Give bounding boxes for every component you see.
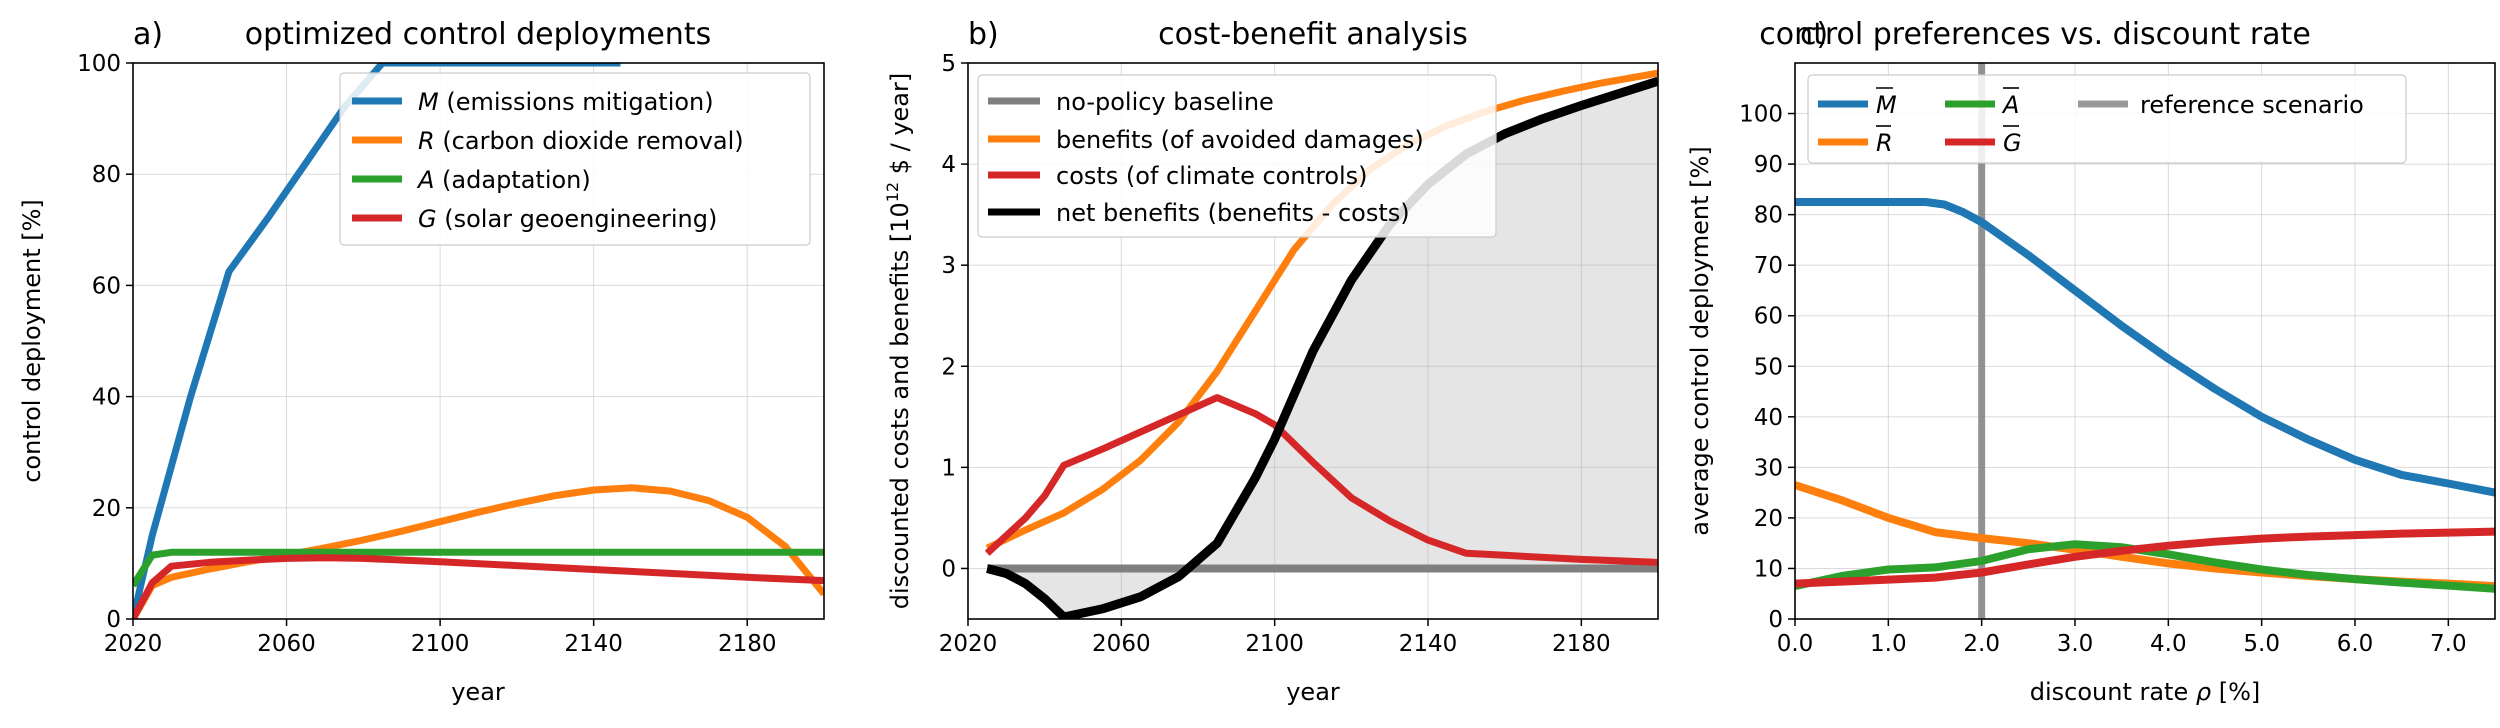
panel-c-lines [1795, 198, 2495, 593]
y-tick-label: 2 [941, 354, 956, 380]
panel-a-legend-box [339, 72, 811, 246]
panel-b-ticks: 2020 2060 2100 2140 2180 0 1 2 3 4 5 [939, 51, 1611, 657]
y-tick-label: 1 [941, 455, 956, 481]
panel-a-label: a) [133, 17, 163, 52]
y-tick-label: 80 [92, 162, 121, 188]
panel-c-title: control preferences vs. discount rate [1759, 17, 2311, 52]
x-tick-label: 2180 [1552, 631, 1611, 657]
x-tick-label: 6.0 [2337, 631, 2374, 657]
x-tick-label: 2180 [718, 631, 777, 657]
y-tick-label: 70 [1754, 253, 1783, 279]
panel-b-xlabel: year [1286, 678, 1340, 706]
x-tick-label: 2100 [1245, 631, 1304, 657]
panel-b-legend: no-policy baseline benefits (of avoided … [977, 74, 1497, 238]
y-tick-label: 0 [106, 607, 121, 633]
y-tick-label: 0 [941, 556, 956, 582]
legend-entry-baseline: no-policy baseline [1056, 88, 1274, 116]
x-tick-label: 0.0 [1777, 631, 1814, 657]
x-tick-label: 7.0 [2430, 631, 2467, 657]
x-tick-label: 2060 [257, 631, 316, 657]
panel-c-ylabel: average control deployment [%] [1686, 146, 1714, 535]
y-tick-label: 50 [1754, 354, 1783, 380]
x-tick-label: 5.0 [2243, 631, 2280, 657]
panel-a: 2020 2060 2100 2140 2180 0 20 40 60 80 100 a) opti… [18, 17, 825, 706]
legend-entry-net: net benefits (benefits - costs) [1056, 199, 1410, 227]
panel-c: 0.0 1.0 2.0 3.0 4.0 5.0 6.0 7.0 0 10 20 30 40 50 60 70 8… [1686, 17, 2496, 706]
series-line-net [986, 76, 1658, 619]
y-tick-label: 20 [1754, 506, 1783, 532]
panel-a-xlabel: year [451, 678, 505, 706]
y-tick-label: 100 [1739, 102, 1783, 128]
x-tick-label: 1.0 [1870, 631, 1907, 657]
x-tick-label: 2.0 [1963, 631, 2000, 657]
y-tick-label: 60 [92, 273, 121, 299]
legend-entry-G: G (solar geoengineering) [418, 205, 717, 233]
x-tick-label: 2140 [564, 631, 623, 657]
x-tick-label: 2020 [939, 631, 998, 657]
y-tick-label: 90 [1754, 152, 1783, 178]
x-tick-label: 3.0 [2057, 631, 2094, 657]
y-tick-label: 20 [92, 496, 121, 522]
legend-entry-M-bar: M [1876, 91, 1897, 119]
legend-entry-G-bar: G [2003, 129, 2022, 157]
y-tick-label: 60 [1754, 304, 1783, 330]
panel-c-label: c) [1800, 17, 1828, 52]
x-tick-label: 2020 [104, 631, 163, 657]
legend-entry-M: M (emissions mitigation) [418, 88, 714, 116]
x-tick-label: 2100 [411, 631, 470, 657]
panel-b-ylabel: discounted costs and benefits [1012 $ / … [883, 73, 914, 610]
panel-a-lines [133, 63, 824, 619]
y-tick-label: 40 [1754, 405, 1783, 431]
panel-a-axes-frame [132, 62, 825, 620]
legend-entry-R-bar: R [1876, 129, 1893, 157]
panel-c-xlabel: discount rate ρ [%] [2030, 678, 2261, 706]
panel-c-axes-frame [1794, 62, 2496, 620]
legend-entry-A: A (adaptation) [416, 166, 591, 194]
series-line-G [133, 554, 824, 619]
panel-c-legend: M R A G reference scenario [1807, 74, 2407, 164]
series-line-M [133, 63, 621, 619]
y-tick-label: 80 [1754, 203, 1783, 229]
panel-a-legend: M (emissions mitigation) R (carbon dioxi… [339, 72, 811, 246]
y-tick-label: 3 [941, 253, 956, 279]
series-line-A [133, 548, 824, 588]
y-tick-label: 100 [77, 51, 121, 77]
panel-b-axes-frame [967, 62, 1659, 620]
panel-a-ylabel: control deployment [%] [18, 199, 46, 483]
series-line-costs [984, 394, 1658, 566]
panel-b-label: b) [968, 17, 999, 52]
panel-b-title: cost-benefit analysis [1158, 17, 1468, 52]
y-tick-label: 4 [941, 152, 956, 178]
panel-a-ticks: 2020 2060 2100 2140 2180 0 20 40 60 80 100 [77, 51, 776, 657]
legend-entry-benefits: benefits (of avoided damages) [1056, 126, 1424, 154]
x-tick-label: 2060 [1092, 631, 1151, 657]
y-tick-label: 0 [1768, 607, 1783, 633]
legend-entry-reference: reference scenario [2140, 91, 2364, 119]
panel-a-title: optimized control deployments [245, 17, 711, 52]
series-line-R [133, 484, 824, 619]
x-tick-label: 2140 [1399, 631, 1458, 657]
legend-entry-costs: costs (of climate controls) [1056, 162, 1368, 190]
legend-entry-A-bar: A [2001, 91, 2019, 119]
series-line-G-bar [1795, 527, 2495, 588]
y-tick-label: 30 [1754, 455, 1783, 481]
x-tick-label: 4.0 [2150, 631, 2187, 657]
y-tick-label: 10 [1754, 556, 1783, 582]
panel-c-ticks: 0.0 1.0 2.0 3.0 4.0 5.0 6.0 7.0 0 10 20 30 40 50 60 70 8… [1739, 102, 2467, 657]
panel-b-legend-box [977, 74, 1497, 238]
y-tick-label: 5 [941, 51, 956, 77]
panel-c-legend-box [1807, 74, 2407, 164]
y-tick-label: 40 [92, 385, 121, 411]
series-line-M-bar [1795, 198, 2495, 497]
panel-b: 2020 2060 2100 2140 2180 0 1 2 3 4 5 b) cost-benef… [883, 17, 1659, 706]
legend-entry-R: R (carbon dioxide removal) [418, 127, 744, 155]
